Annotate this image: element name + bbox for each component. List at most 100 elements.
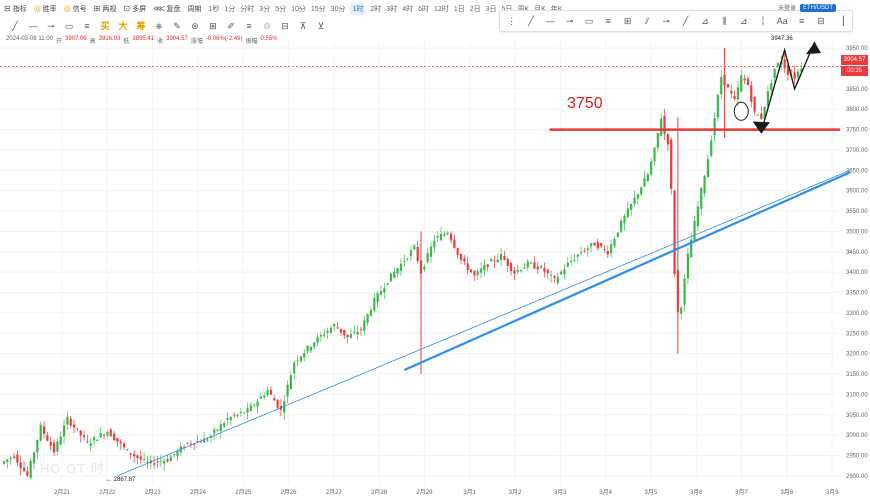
timeframe-30分[interactable]: 30分 [330,6,346,13]
draw-tool-icon[interactable]: ⊸ [47,20,55,31]
draw-panel-tool-icon[interactable]: ⋮ [507,15,517,26]
candle-body [56,441,59,452]
toolbar-item-label: 复盘 [166,6,181,13]
candle-body [336,327,339,329]
candle-body [783,59,786,68]
draw-panel-tool-icon[interactable]: ▭ [584,15,594,26]
candle-body [266,390,269,396]
draw-tool-icon[interactable]: — [28,20,38,31]
draw-tool-icon[interactable]: 大 [118,20,128,31]
candle-body [316,336,319,343]
draw-panel-tool-icon[interactable]: ⫽ [644,15,649,26]
toolbar-item-0[interactable]: ⊟ 指标 [4,4,27,14]
draw-tool-icon[interactable]: 买 [100,20,110,31]
candle-body [473,271,476,276]
draw-panel-tool-icon[interactable]: ⊟ [817,15,825,26]
candle-body [49,441,52,446]
timeframe-12时[interactable]: 12时 [434,6,449,13]
draw-panel-tool-icon[interactable]: ≡ [798,15,805,26]
candle-body [303,353,306,358]
timeframe-5分[interactable]: 5分 [275,6,287,13]
candle-body [740,75,743,92]
timeframe-分时[interactable]: 分时 [240,6,255,13]
timeframe-2日[interactable]: 2日 [469,6,481,13]
draw-tool-icon[interactable]: ♲ [262,20,272,31]
login-status[interactable]: 未登录 [778,6,797,12]
draw-tool-icon[interactable]: 筹 [136,20,146,31]
draw-panel-tool-icon[interactable]: ⊿ [739,15,748,26]
draw-tool-icon[interactable]: ✎ [173,20,181,31]
timeframe-1时[interactable]: 1时 [350,3,366,15]
draw-tool-icon[interactable]: ≡ [84,20,90,31]
draw-tool-icon[interactable]: ▭ [64,20,74,31]
draw-panel-tool-icon[interactable]: ╱ [528,15,534,26]
draw-tool-icon[interactable]: ⊛ [191,20,199,31]
candle-body [396,268,399,274]
drawn-arrow-path[interactable] [760,41,816,132]
timeframe-15分[interactable]: 15分 [310,6,326,13]
draw-panel-tool-icon[interactable]: ⊿ [701,15,709,26]
draw-panel-tool-icon[interactable]: Aa [776,15,788,26]
timeframe-月K[interactable]: 月K [534,4,546,14]
candle-body [743,78,746,81]
draw-panel-tool-icon[interactable]: ⊸ [565,15,574,26]
candle-body [219,424,222,432]
draw-tool-icon[interactable]: ╱ [12,20,18,31]
candle-body [76,428,79,430]
draw-panel-tool-icon[interactable]: ⫼ [722,15,727,26]
draw-panel-tool-icon[interactable]: ╱ [682,15,689,26]
level-annotation-text[interactable]: 3750 [567,95,603,112]
draw-panel-tool-icon[interactable]: ▕ [836,15,844,26]
toolbar-item-3[interactable]: ⊞ 两视 [94,4,117,14]
timeframe-5日[interactable]: 5日 [502,4,513,14]
draw-tool-icon[interactable]: ⎈ [155,20,163,31]
draw-panel-tool-icon[interactable]: — [545,15,555,26]
candle-body [126,449,129,451]
timeframe-6时[interactable]: 6时 [418,6,430,13]
top-right-area: 未登录 ETH/USDT [778,3,837,12]
timeframe-3日[interactable]: 3日 [485,6,497,13]
circle-annotation[interactable] [733,101,749,121]
toolbar-item-1[interactable]: ◎ 胜率 [34,4,57,14]
timeframe-周K[interactable]: 周K [517,4,529,14]
timeframe-1秒[interactable]: 1秒 [208,6,220,13]
draw-tool-icon[interactable]: ≡ [246,20,252,31]
support-trendline[interactable] [403,171,851,371]
candle-body [660,118,663,136]
x-tick-label: 3月1 [463,489,476,496]
toolbar-item-5[interactable]: ⋘ 复盘 [153,4,180,14]
candle-body [529,262,533,264]
candle-body [713,118,716,136]
candle-body [309,346,313,351]
draw-tool-icon[interactable]: ⊟ [281,20,289,31]
draw-tool-icon[interactable]: ✐ [227,20,235,31]
draw-panel-tool-icon[interactable]: ⊸ [662,15,671,26]
draw-tool-icon[interactable]: ⊼ [299,20,307,31]
last-price-tag: 3904.57 [841,55,868,65]
draw-panel-tool-icon[interactable]: ╎ [760,15,766,26]
draw-panel-tool-icon[interactable]: ⊞ [623,15,632,26]
draw-tool-icon[interactable]: ⊻ [317,20,325,31]
candle-body [306,345,309,352]
timeframe-1日[interactable]: 1日 [453,6,465,13]
timeframe-1分[interactable]: 1分 [224,6,236,13]
timeframe-年K[interactable]: 年K [551,4,563,14]
x-tick-label: 2月24 [190,489,207,496]
draw-panel-tool-icon[interactable]: ≡ [605,15,611,26]
toolbar-item-6[interactable]: 周期 [187,4,201,14]
timeframe-2时[interactable]: 2时 [370,6,382,13]
draw-tool-icon[interactable]: ⊞ [209,20,217,31]
timeframe-3时[interactable]: 3时 [386,6,398,13]
candle-body [456,248,459,255]
candle-body [386,283,389,285]
candle-body [159,461,162,463]
timeframe-10分[interactable]: 10分 [291,6,306,13]
timeframe-3分[interactable]: 3分 [259,6,271,13]
toolbar-item-2[interactable]: ◎ 信号 [64,4,87,14]
timeframe-4时[interactable]: 4时 [402,6,414,13]
toolbar-item-4[interactable]: ⊡ 多屏 [123,4,146,14]
candle-body [516,270,519,272]
support-trendline-thin[interactable] [117,169,851,477]
symbol-chip[interactable]: ETH/USDT [800,3,837,12]
